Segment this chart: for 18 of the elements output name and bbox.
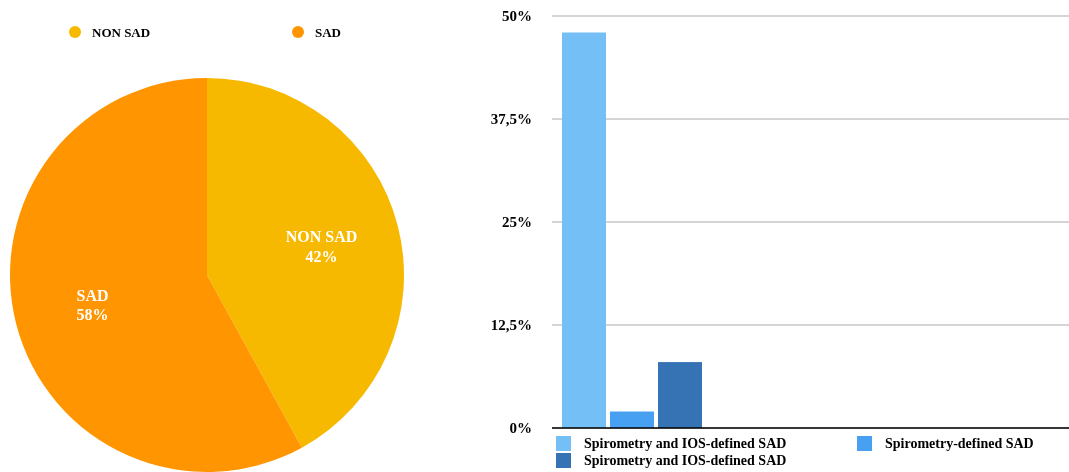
legend-label: SAD [315, 25, 342, 40]
slice-label: NON SAD [285, 228, 358, 246]
y-tick-label: 50% [502, 8, 532, 24]
slice-label: SAD [76, 287, 109, 305]
pie-slice [207, 78, 404, 448]
y-tick-label: 25% [502, 214, 532, 230]
legend-label: Spirometry and IOS-defined SAD [584, 453, 787, 468]
legend-label: NON SAD [92, 25, 151, 40]
legend-label: Spirometry-defined SAD [885, 436, 1034, 451]
y-tick-label: 12,5% [490, 317, 532, 333]
bar [658, 362, 702, 428]
bar [610, 411, 654, 428]
legend-label: Spirometry and IOS-defined SAD [584, 436, 787, 451]
data-label: 58% [76, 306, 109, 324]
data-label: 42% [305, 247, 338, 265]
y-tick-label: 37,5% [490, 111, 532, 127]
y-tick-label: 0% [509, 420, 532, 436]
bar [562, 32, 606, 428]
